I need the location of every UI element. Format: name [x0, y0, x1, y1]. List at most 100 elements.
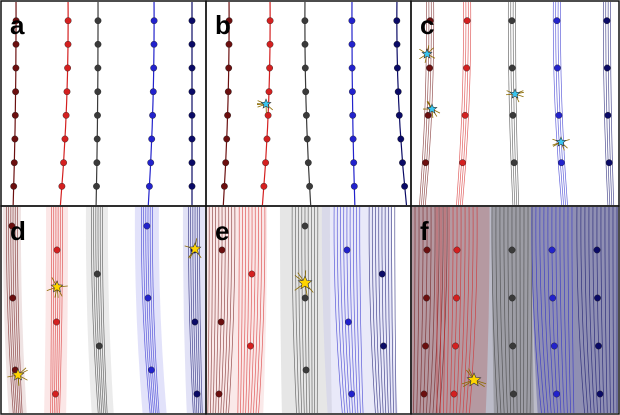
track-line-gray: [97, 207, 104, 413]
track-line-navy: [384, 207, 389, 413]
track-line-red: [245, 207, 250, 413]
hit-point: [349, 111, 357, 119]
hit-point: [12, 88, 20, 96]
hit-point: [64, 17, 72, 25]
hit-point: [558, 159, 565, 167]
hit-point: [217, 318, 225, 326]
hit-point: [62, 111, 70, 119]
hit-point: [93, 182, 100, 190]
track-line-navy: [188, 207, 194, 413]
track-line-gray: [515, 207, 518, 413]
track-line-red: [461, 2, 472, 205]
track-line-dark_red: [212, 207, 216, 413]
hit-point: [150, 40, 158, 48]
track-line-navy: [592, 207, 598, 413]
track-line-gray: [102, 207, 108, 413]
hit-point: [397, 135, 405, 143]
hit-point: [509, 342, 517, 350]
hit-point: [266, 17, 274, 25]
hit-point: [549, 294, 557, 302]
hit-point: [350, 182, 358, 190]
hit-point: [223, 135, 231, 143]
track-line-navy: [584, 207, 592, 413]
track-line-red: [253, 207, 259, 413]
track-line-gray: [526, 207, 529, 413]
track-line-blue: [531, 207, 542, 413]
track-line-dark_red: [6, 207, 14, 413]
hit-point: [450, 390, 458, 398]
hit-point: [393, 40, 401, 48]
track-line-gray: [507, 2, 514, 205]
panel-a-label: a: [10, 10, 25, 40]
hit-point: [10, 182, 18, 190]
hit-point: [603, 64, 611, 72]
hit-point: [426, 64, 433, 72]
hit-point: [343, 246, 351, 254]
hit-point: [193, 390, 201, 398]
track-line-gray: [515, 2, 520, 205]
hit-point: [188, 111, 196, 119]
track-line-gray: [99, 207, 106, 413]
hit-point: [63, 88, 71, 96]
hit-point: [349, 135, 357, 143]
panel-b: [220, 2, 408, 205]
hit-point: [247, 342, 254, 350]
hit-point: [220, 182, 228, 190]
hit-point: [150, 64, 158, 72]
track-line-red: [465, 207, 474, 413]
track-line-blue: [351, 2, 356, 205]
hit-point: [595, 342, 602, 350]
track-line-blue: [543, 207, 552, 413]
hit-point: [605, 159, 613, 167]
track-line-red: [50, 207, 52, 413]
hit-point: [302, 88, 310, 96]
track-line-red: [449, 207, 454, 413]
uncertainty-band: [412, 207, 490, 413]
panel-c: [419, 2, 615, 205]
track-line-gray: [298, 207, 303, 413]
hit-point: [348, 64, 356, 72]
hit-point: [303, 135, 311, 143]
hit-point: [222, 159, 230, 167]
hit-point: [149, 111, 157, 119]
track-line-red: [237, 207, 240, 413]
track-line-dark_red: [419, 207, 424, 413]
hit-point: [149, 88, 157, 96]
hit-point: [348, 17, 356, 25]
hit-point: [191, 318, 199, 326]
hit-point: [188, 182, 196, 190]
hit-point: [453, 246, 461, 254]
hit-point: [461, 111, 469, 119]
hit-point: [348, 40, 356, 48]
track-line-dark_red: [413, 207, 416, 413]
track-line-red: [443, 207, 446, 413]
track-line-gray: [307, 207, 310, 413]
track-line-blue: [140, 207, 151, 413]
track-line-navy: [396, 2, 408, 205]
hit-point: [393, 17, 401, 25]
hit-point: [554, 64, 561, 72]
hit-point: [188, 17, 196, 25]
panel-f-border: [410, 205, 620, 415]
hit-point: [188, 159, 196, 167]
hit-point: [424, 111, 432, 119]
hit-point: [94, 17, 102, 25]
track-line-gray: [495, 207, 502, 413]
hit-point: [12, 64, 20, 72]
hit-point: [262, 159, 269, 167]
track-line-navy: [199, 207, 203, 413]
track-line-blue: [333, 207, 343, 413]
track-line-red: [242, 207, 246, 413]
track-line-gray: [95, 207, 103, 413]
hit-point: [188, 40, 196, 48]
hit-point: [225, 64, 233, 72]
hit-point: [265, 88, 273, 96]
track-line-gray: [503, 207, 508, 413]
track-line-blue: [571, 207, 575, 413]
track-line-dark_red: [8, 207, 16, 413]
hit-point: [260, 182, 268, 190]
panel-c-label: c: [420, 10, 434, 40]
hit-point: [94, 40, 102, 48]
track-line-dark_red: [17, 207, 23, 413]
panel-background: [412, 207, 618, 413]
